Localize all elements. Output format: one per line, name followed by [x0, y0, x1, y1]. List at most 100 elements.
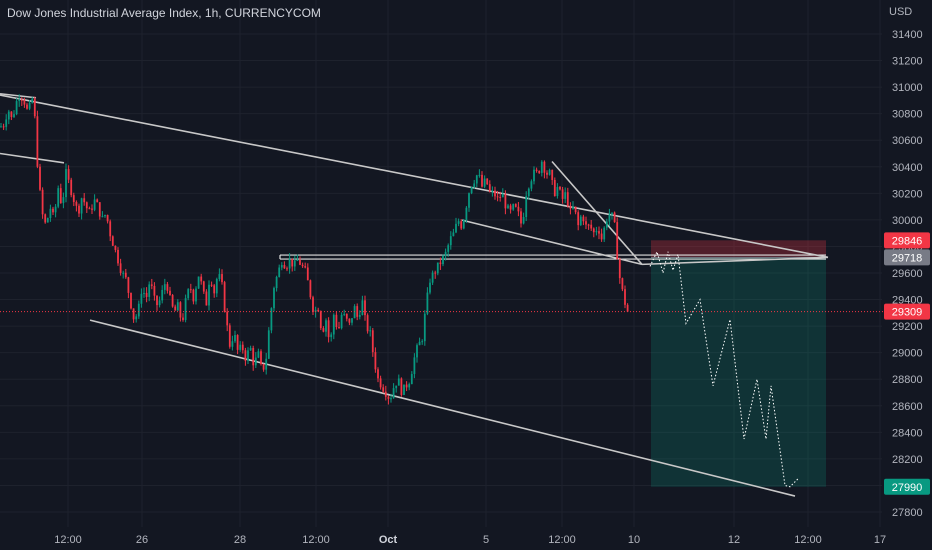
projection-path[interactable] — [649, 250, 799, 488]
candle-body — [488, 184, 491, 192]
candle-body — [621, 278, 624, 290]
candle-body — [80, 198, 83, 214]
candle-body — [512, 204, 515, 210]
candle-body — [397, 378, 400, 386]
candle-body — [616, 222, 619, 260]
time-tick-label: 10 — [628, 534, 640, 546]
candle-body — [31, 98, 34, 103]
candle-body — [231, 341, 234, 347]
price-tick-label: 29000 — [892, 348, 923, 360]
candle-body — [548, 169, 551, 175]
candle-body — [520, 211, 522, 224]
candle-body — [104, 214, 106, 217]
candle-body — [78, 205, 80, 214]
candle-body — [569, 206, 572, 209]
candle-body — [15, 101, 18, 115]
candle-body — [507, 205, 509, 209]
price-badge — [884, 232, 930, 249]
price-tick-label: 29200 — [892, 321, 923, 333]
candle-body — [338, 327, 340, 329]
candle-body — [278, 267, 281, 278]
candle-body — [530, 181, 533, 189]
candle-body — [135, 316, 138, 320]
candle-body — [283, 265, 286, 269]
price-tick-label: 28600 — [892, 401, 923, 413]
time-tick-label: 12 — [728, 534, 740, 546]
candle-body — [109, 221, 112, 237]
candle-body — [595, 231, 598, 233]
time-axis[interactable]: 12:00 26 28 12:00 Oct 5 12:00 10 12 12:00 17 — [54, 534, 886, 546]
candle-body — [296, 260, 299, 262]
candle-body — [288, 258, 291, 269]
candle-body — [304, 266, 307, 268]
candle-body — [314, 309, 317, 312]
price-tick-label: 28800 — [892, 374, 923, 386]
candle-body — [309, 280, 312, 298]
candle-body — [447, 245, 450, 252]
candle-body — [358, 315, 361, 317]
candle-body — [28, 102, 31, 109]
trendline — [551, 160, 643, 265]
trendline — [0, 94, 829, 259]
candle-body — [140, 293, 143, 304]
candle-body — [223, 282, 226, 312]
candle-body — [426, 292, 429, 314]
candle-body — [187, 289, 190, 299]
candle-body — [52, 208, 54, 213]
candle-body — [345, 313, 348, 319]
candle-body — [504, 194, 507, 209]
candle-body — [421, 341, 424, 343]
currency-label: USD — [889, 6, 912, 18]
candle-body — [455, 223, 457, 233]
short-position-tool[interactable] — [651, 240, 826, 487]
candle-body — [192, 289, 195, 302]
trendlines[interactable] — [0, 92, 829, 497]
candle-body — [49, 208, 52, 219]
candle-body — [400, 378, 403, 395]
candle-body — [332, 314, 335, 335]
candle-body — [348, 318, 351, 323]
candle-body — [247, 350, 249, 361]
candle-body — [582, 216, 585, 222]
candle-body — [184, 298, 187, 320]
trendline — [89, 319, 796, 497]
candle-body — [312, 297, 314, 312]
candle-body — [452, 232, 455, 237]
price-badge-label: 27990 — [892, 482, 923, 494]
candle-body — [262, 363, 265, 370]
candle-body — [249, 347, 252, 351]
candle-body — [7, 111, 10, 120]
candle-body — [158, 300, 161, 306]
candle-body — [299, 260, 301, 265]
price-axis[interactable]: USD 31400 31200 31000 30800 30600 30400 30200 30… — [889, 6, 923, 519]
candle-body — [613, 212, 616, 223]
candle-body — [494, 190, 496, 197]
candle-body — [496, 196, 499, 198]
candle-body — [340, 314, 343, 329]
candle-body — [267, 330, 270, 359]
candle-body — [361, 300, 364, 316]
candle-body — [257, 351, 260, 358]
candle-body — [88, 208, 91, 210]
candle-body — [13, 114, 15, 118]
candle-body — [127, 277, 130, 293]
candle-body — [59, 188, 62, 204]
candle-body — [254, 357, 257, 366]
candle-body — [410, 374, 413, 385]
candle-body — [418, 341, 421, 346]
candle-body — [491, 190, 494, 192]
candle-body — [390, 398, 392, 400]
candle-body — [525, 196, 528, 218]
candle-body — [163, 284, 166, 290]
candle-body — [319, 311, 322, 329]
candle-body — [377, 369, 379, 379]
time-tick-label: 17 — [874, 534, 886, 546]
candle-body — [317, 309, 320, 312]
candle-body — [111, 236, 114, 246]
candle-body — [509, 205, 512, 210]
candle-body — [366, 315, 369, 332]
price-tick-label: 29600 — [892, 268, 923, 280]
candle-body — [551, 169, 554, 180]
candle-body — [239, 344, 242, 350]
